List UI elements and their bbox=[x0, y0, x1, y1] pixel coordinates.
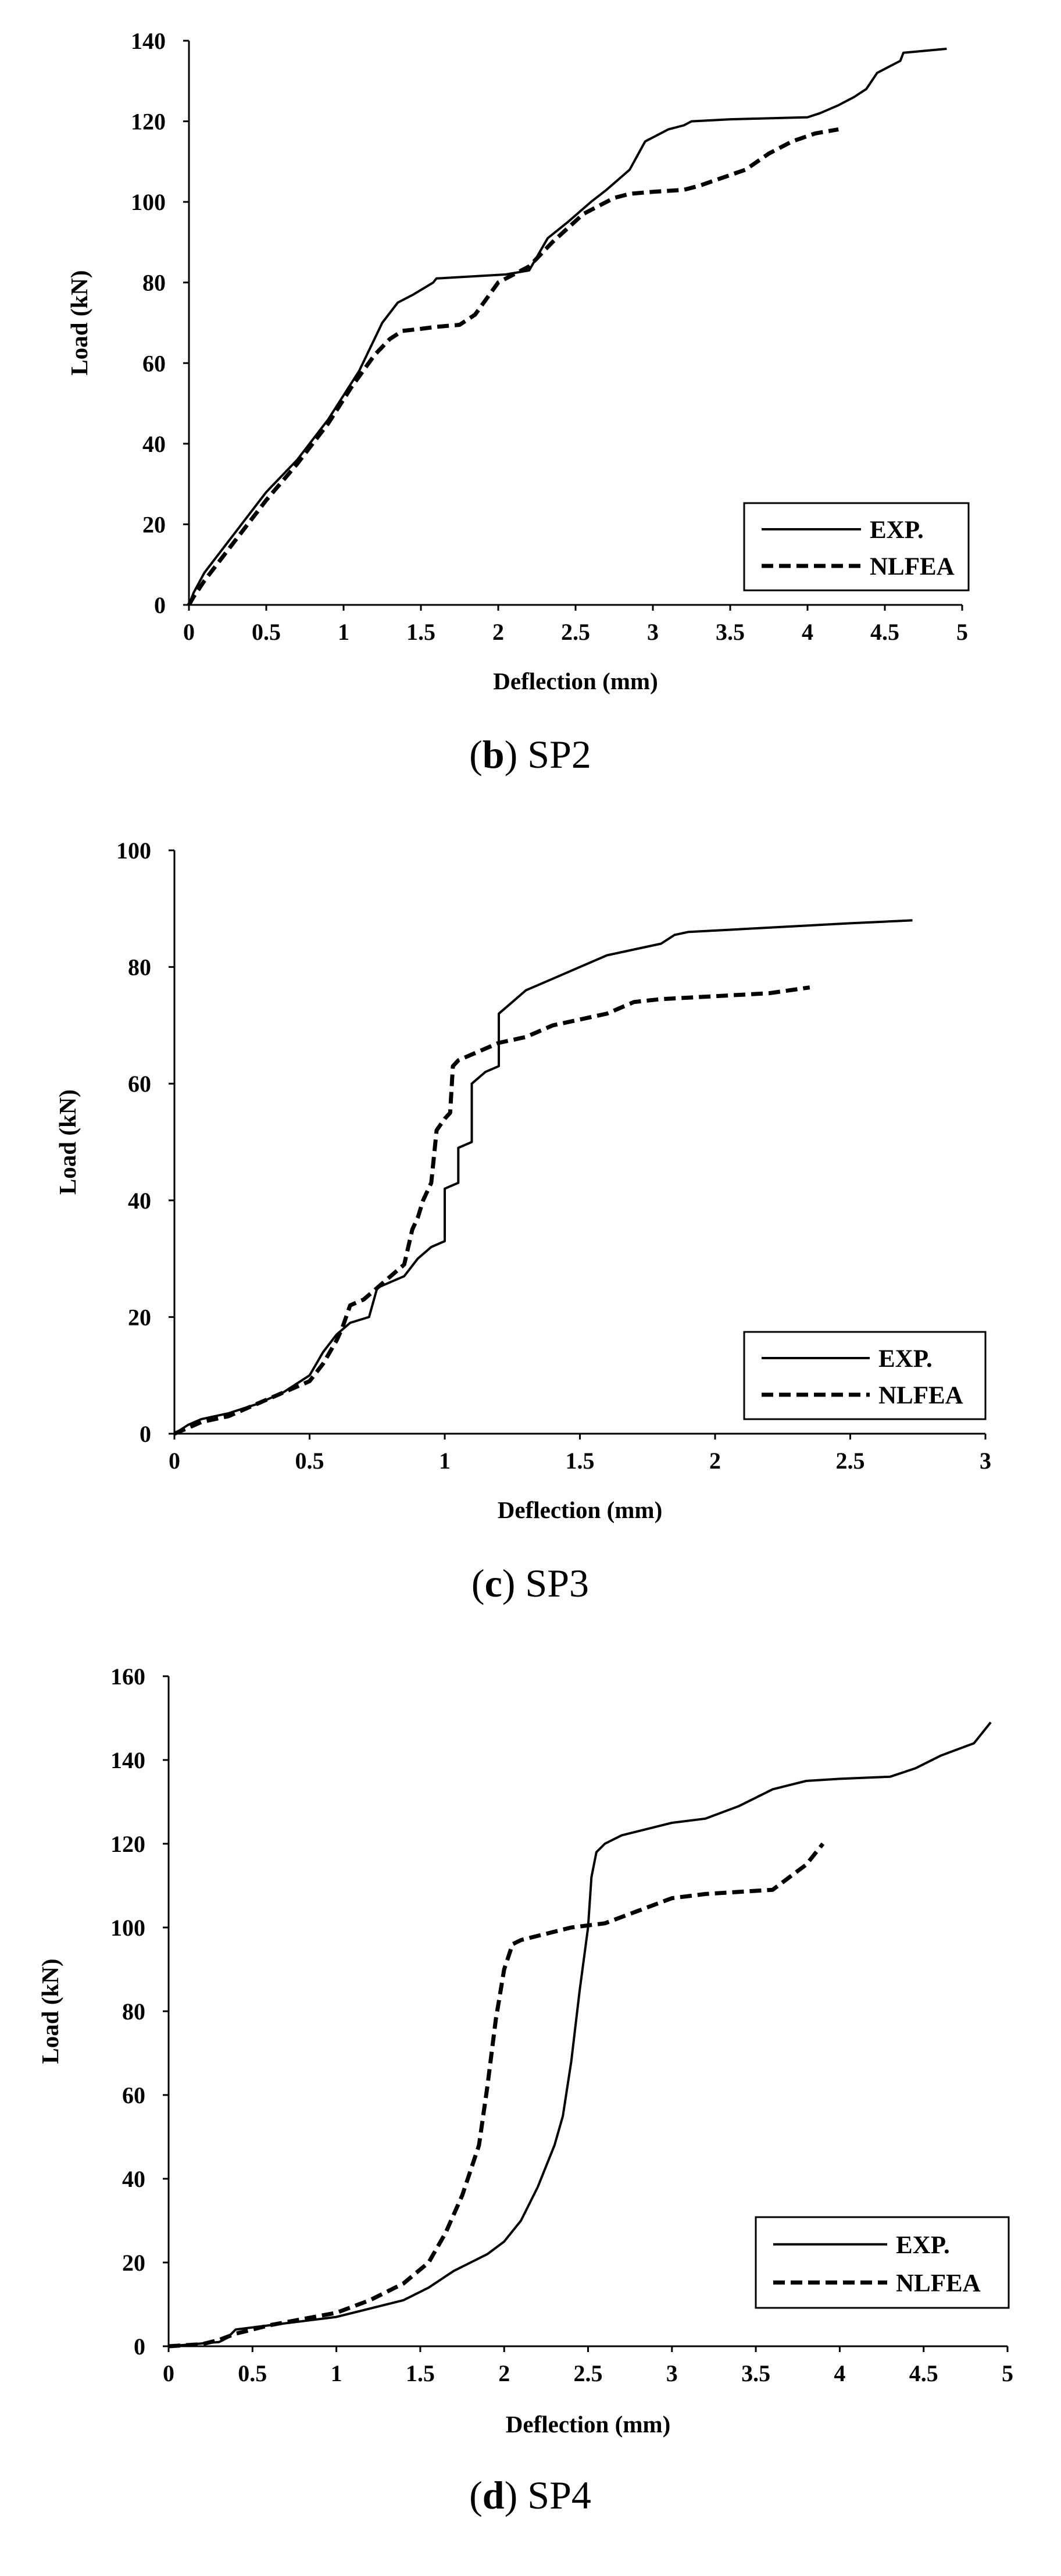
legend-label-exp: EXP. bbox=[878, 1345, 933, 1373]
x-tick-label: 4.5 bbox=[909, 2360, 938, 2386]
x-tick-label: 1.5 bbox=[566, 1448, 595, 1474]
x-tick-label: 2.5 bbox=[561, 619, 590, 645]
x-tick-label: 1.5 bbox=[406, 619, 435, 645]
y-tick-label: 60 bbox=[142, 350, 166, 376]
legend-label-exp: EXP. bbox=[870, 516, 924, 544]
x-tick-label: 1 bbox=[331, 2360, 342, 2386]
x-axis-label: Deflection (mm) bbox=[498, 1497, 662, 1523]
legend: EXP. NLFEA bbox=[743, 1331, 987, 1420]
chart-sp3: 0 0.5 1 1.5 2 2.5 3 0 20 40 60 80 100 Deflection (m… bbox=[54, 838, 991, 1605]
y-tick-label: 100 bbox=[131, 189, 166, 215]
x-tick-label: 2 bbox=[709, 1448, 721, 1474]
x-tick-label: 4 bbox=[834, 2360, 845, 2386]
y-tick-labels: 0 20 40 60 80 100 120 140 bbox=[131, 28, 189, 618]
y-tick-label: 140 bbox=[131, 28, 166, 54]
series-line-exp bbox=[173, 919, 913, 1435]
x-tick-labels: 0 0.5 1 1.5 2 2.5 3 3.5 4 4.5 5 bbox=[163, 2346, 1013, 2386]
x-tick-label: 1 bbox=[439, 1448, 451, 1474]
y-axis-label: Load (kN) bbox=[54, 1089, 81, 1195]
y-tick-label: 80 bbox=[122, 1998, 145, 2025]
x-axis-label: Deflection (mm) bbox=[493, 668, 658, 694]
y-tick-label: 160 bbox=[110, 1663, 145, 1690]
y-tick-label: 140 bbox=[110, 1747, 145, 1773]
legend-label-nlfea: NLFEA bbox=[896, 2269, 981, 2297]
caption-sp4: (d) SP4 bbox=[469, 2473, 591, 2517]
series-line-nlfea bbox=[187, 127, 839, 606]
y-tick-label: 40 bbox=[142, 431, 166, 457]
x-tick-label: 4.5 bbox=[870, 619, 899, 645]
chart-sp4: 0 0.5 1 1.5 2 2.5 3 3.5 4 4.5 5 0 20 40 60 80 100 120 140… bbox=[37, 1663, 1013, 2517]
x-tick-label: 3.5 bbox=[741, 2360, 770, 2386]
x-tick-label: 2 bbox=[492, 619, 504, 645]
y-tick-labels: 0 20 40 60 80 100 120 140 160 bbox=[110, 1663, 169, 2360]
y-tick-label: 120 bbox=[110, 1831, 145, 1857]
x-tick-label: 0 bbox=[163, 2360, 174, 2386]
legend-label-nlfea: NLFEA bbox=[870, 553, 955, 580]
y-tick-label: 20 bbox=[142, 511, 166, 537]
x-tick-label: 3 bbox=[980, 1448, 991, 1474]
x-tick-label: 0.5 bbox=[295, 1448, 324, 1474]
x-tick-labels: 0 0.5 1 1.5 2 2.5 3 bbox=[169, 1434, 991, 1474]
x-tick-label: 4 bbox=[802, 619, 813, 645]
y-tick-label: 100 bbox=[110, 1915, 145, 1941]
legend: EXP. NLFEA bbox=[755, 2216, 1010, 2309]
x-axis-label: Deflection (mm) bbox=[506, 2411, 670, 2438]
y-tick-label: 80 bbox=[128, 954, 151, 981]
x-tick-label: 5 bbox=[1002, 2360, 1013, 2386]
x-tick-label: 3 bbox=[647, 619, 659, 645]
x-tick-label: 3.5 bbox=[716, 619, 745, 645]
legend: EXP. NLFEA bbox=[743, 502, 970, 592]
legend-label-exp: EXP. bbox=[896, 2232, 950, 2259]
x-tick-label: 0 bbox=[169, 1448, 180, 1474]
x-tick-label: 2 bbox=[498, 2360, 510, 2386]
caption-sp2: (b) SP2 bbox=[469, 732, 591, 776]
x-tick-label: 0.5 bbox=[252, 619, 281, 645]
x-tick-label: 1 bbox=[338, 619, 349, 645]
y-axis-label: Load (kN) bbox=[66, 270, 92, 375]
x-tick-label: 5 bbox=[956, 619, 968, 645]
y-tick-label: 60 bbox=[122, 2082, 145, 2108]
y-tick-label: 0 bbox=[140, 1421, 151, 1447]
y-tick-labels: 0 20 40 60 80 100 bbox=[116, 838, 174, 1447]
y-tick-label: 80 bbox=[142, 270, 166, 296]
x-tick-label: 1.5 bbox=[406, 2360, 435, 2386]
y-tick-label: 20 bbox=[122, 2250, 145, 2276]
y-tick-label: 0 bbox=[154, 592, 166, 618]
x-tick-label: 0 bbox=[183, 619, 195, 645]
x-tick-labels: 0 0.5 1 1.5 2 2.5 3 3.5 4 4.5 5 bbox=[183, 605, 968, 645]
y-tick-label: 0 bbox=[134, 2333, 145, 2360]
y-axis-label: Load (kN) bbox=[37, 1958, 63, 2064]
x-tick-label: 0.5 bbox=[238, 2360, 267, 2386]
y-tick-label: 40 bbox=[128, 1188, 151, 1214]
series-line-nlfea bbox=[173, 985, 810, 1436]
chart-sp2: 0 0.5 1 1.5 2 2.5 3 3.5 4 4.5 5 0 20 40 60 80 100 120 140… bbox=[66, 28, 970, 776]
y-tick-label: 40 bbox=[122, 2166, 145, 2192]
x-tick-label: 2.5 bbox=[836, 1448, 865, 1474]
y-tick-label: 60 bbox=[128, 1071, 151, 1097]
series-line-nlfea bbox=[168, 1842, 825, 2349]
y-tick-label: 120 bbox=[131, 109, 166, 135]
x-tick-label: 3 bbox=[666, 2360, 678, 2386]
y-tick-label: 100 bbox=[116, 838, 151, 864]
y-tick-label: 20 bbox=[128, 1304, 151, 1330]
series-line-exp bbox=[168, 1721, 992, 2347]
legend-label-nlfea: NLFEA bbox=[878, 1382, 963, 1409]
x-tick-label: 2.5 bbox=[574, 2360, 603, 2386]
caption-sp3: (c) SP3 bbox=[471, 1561, 589, 1605]
series-line-exp bbox=[188, 47, 947, 605]
